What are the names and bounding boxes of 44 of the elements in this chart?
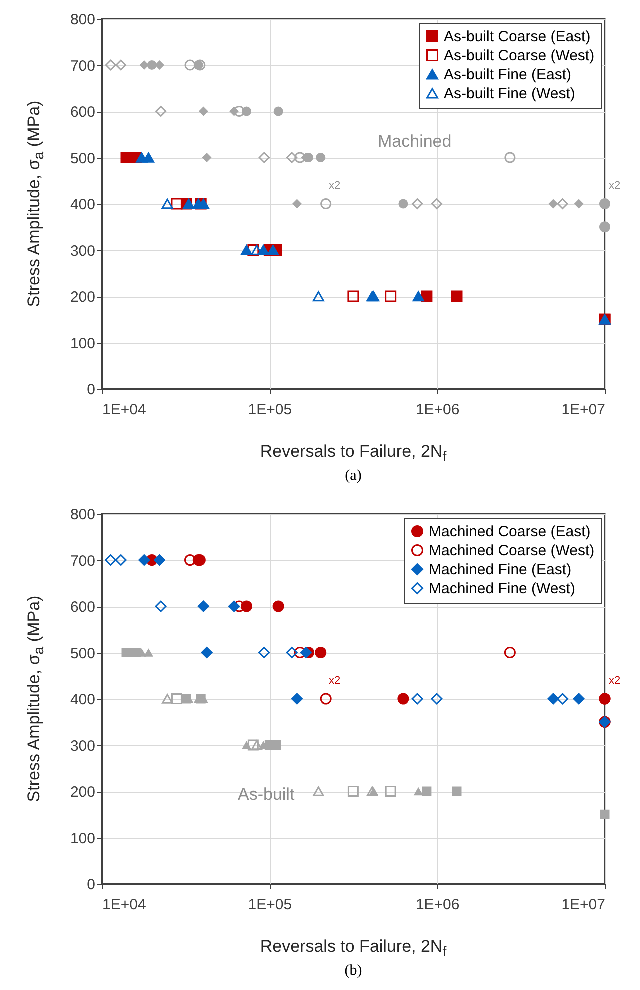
legend-label: Machined Fine (West) <box>429 580 576 598</box>
legend-label: As-built Fine (East) <box>444 66 572 84</box>
y-tick-label: 400 <box>70 196 96 214</box>
x-tick-label: 1E+05 <box>248 402 292 418</box>
x-tick-label: 1E+05 <box>248 896 292 914</box>
y-tick-label: 500 <box>70 150 96 168</box>
y-tick-label: 800 <box>70 12 96 28</box>
y-tick-label: 200 <box>70 784 96 801</box>
y-tick-label: 700 <box>70 58 96 75</box>
legend-label: As-built Coarse (East) <box>444 28 591 46</box>
legend-label: Machined Coarse (East) <box>429 524 591 540</box>
legend-label: As-built Fine (West) <box>444 86 576 102</box>
annotation: x2 <box>329 675 341 687</box>
x-axis-title: Reversals to Failure, 2N$_{f}$ <box>259 442 448 466</box>
annotation: Machined <box>378 132 452 152</box>
x-tick-label: 1E+07 <box>562 402 606 418</box>
y-tick-label: 100 <box>70 830 96 848</box>
text: (b) <box>344 963 364 980</box>
legend-label: Machined Fine (East) <box>429 562 572 578</box>
text: x2 <box>609 180 621 192</box>
y-tick-label: 400 <box>70 692 96 708</box>
y-tick-label: 0 <box>87 382 96 398</box>
y-tick-label: 600 <box>70 104 96 121</box>
annotation: x2 <box>329 180 341 192</box>
x-tick-label: 1E+06 <box>416 402 460 418</box>
legend-label: As-built Coarse (West) <box>444 48 595 64</box>
y-tick-label: 200 <box>70 289 96 306</box>
legend-label: Machined Coarse (West) <box>429 542 595 560</box>
text: x2 <box>609 675 621 687</box>
y-tick-label: 600 <box>70 599 96 616</box>
y-tick-label: 0 <box>87 876 96 894</box>
y-tick-label: 300 <box>70 242 96 260</box>
x-tick-label: 1E+07 <box>562 896 606 914</box>
text: (a) <box>344 468 363 485</box>
x-tick-label: 1E+04 <box>102 896 146 914</box>
y-tick-label: 500 <box>70 645 96 662</box>
y-tick-label: 800 <box>70 506 96 524</box>
y-tick-label: 700 <box>70 552 96 570</box>
annotation: As-built <box>238 785 295 805</box>
x-tick-label: 1E+04 <box>102 402 146 418</box>
y-tick-label: 300 <box>70 738 96 755</box>
x-tick-label: 1E+06 <box>416 896 460 914</box>
x-axis-title: Reversals to Failure, 2N$_{f}$ <box>259 937 448 960</box>
y-tick-label: 100 <box>70 335 96 352</box>
